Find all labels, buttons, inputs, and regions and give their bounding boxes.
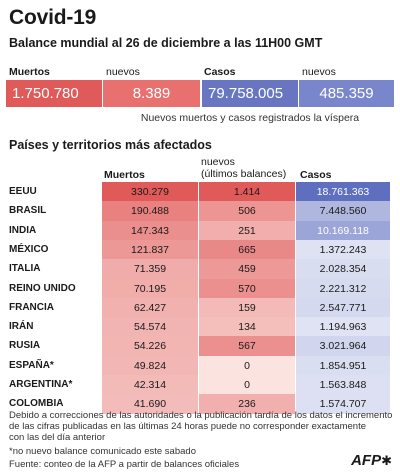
table-row: BRASIL 190.488 506 7.448.560 — [0, 201, 400, 222]
deaths-cell: 190.488 — [102, 201, 198, 222]
cases-cell: 1.563.848 — [296, 375, 390, 395]
country-name: IRÁN — [9, 321, 34, 333]
cases-cell: 2.547.771 — [296, 297, 390, 318]
table-row: FRANCIA 62.427 159 2.547.771 — [0, 297, 400, 318]
country-name: EEUU — [9, 186, 37, 197]
deaths-cell: 41.690 — [102, 394, 198, 415]
footnote-line1: Debido a correcciones de las autoridades… — [9, 410, 393, 421]
afp-logo: AFP✱ — [351, 452, 392, 469]
table-row: IRÁN 54.574 134 1.194.963 — [0, 317, 400, 338]
summary-cases-label: Casos — [204, 66, 236, 78]
country-name: MÉXICO — [9, 243, 49, 255]
cases-cell: 1.854.951 — [296, 355, 390, 376]
cases-cell: 7.448.560 — [296, 201, 390, 222]
country-name: ITALIA — [9, 263, 41, 275]
new-cell: 567 — [199, 336, 295, 357]
country-name: REINO UNIDO — [9, 282, 76, 294]
new-cell: 134 — [199, 317, 295, 338]
new-cell: 665 — [199, 239, 295, 260]
table-row: EEUU 330.279 1.414 18.761.363 — [0, 182, 400, 202]
new-cell: 236 — [199, 394, 295, 415]
cases-cell: 10.169.118 — [296, 220, 390, 241]
cases-cell: 2.221.312 — [296, 278, 390, 299]
table-row: ARGENTINA* 42.314 0 1.563.848 — [0, 375, 400, 395]
deaths-cell: 54.574 — [102, 317, 198, 338]
summary-cases-value: 79.758.005 — [202, 80, 298, 107]
country-name: COLOMBIA — [9, 398, 64, 410]
table-row: ITALIA 71.359 459 2.028.354 — [0, 259, 400, 280]
deaths-cell: 62.427 — [102, 297, 198, 318]
new-cell: 0 — [199, 375, 295, 395]
summary-deaths-new-label: nuevos — [106, 66, 140, 78]
new-cell: 506 — [199, 201, 295, 222]
table-row: MÉXICO 121.837 665 1.372.243 — [0, 239, 400, 260]
cases-cell: 2.028.354 — [296, 259, 390, 280]
col-head-new-line1: nuevos — [201, 156, 235, 168]
summary-deaths-value: 1.750.780 — [6, 80, 102, 107]
table-row: ESPAÑA* 49.824 0 1.854.951 — [0, 355, 400, 376]
deaths-cell: 70.195 — [102, 278, 198, 299]
footnote-line4: *no nuevo balance comunicado este sabado — [9, 446, 196, 457]
country-name: INDIA — [9, 224, 37, 236]
new-cell: 570 — [199, 278, 295, 299]
cases-cell: 3.021.964 — [296, 336, 390, 357]
col-head-cases: Casos — [300, 169, 332, 181]
col-head-deaths: Muertos — [104, 169, 145, 181]
col-head-new-line2: (últimos balances) — [201, 168, 287, 180]
new-cell: 459 — [199, 259, 295, 280]
page-title: Covid-19 — [9, 6, 97, 29]
new-cell: 251 — [199, 220, 295, 241]
afp-logo-text: AFP — [351, 452, 382, 469]
new-cell: 0 — [199, 355, 295, 376]
summary-deaths-new-value: 8.389 — [103, 80, 200, 107]
table-row: INDIA 147.343 251 10.169.118 — [0, 220, 400, 241]
col-head-new: nuevos (últimos balances) — [201, 156, 286, 180]
cases-cell: 1.194.963 — [296, 317, 390, 338]
table-title: Países y territorios más afectados — [9, 138, 212, 152]
summary-note: Nuevos muertos y casos registrados la ví… — [140, 112, 360, 124]
table-row: RUSIA 54.226 567 3.021.964 — [0, 336, 400, 357]
country-name: ARGENTINA* — [9, 379, 73, 390]
deaths-cell: 330.279 — [102, 182, 198, 202]
cases-cell: 1.574.707 — [296, 394, 390, 415]
deaths-cell: 121.837 — [102, 239, 198, 260]
summary-cases-new-label: nuevos — [302, 66, 336, 78]
new-cell: 1.414 — [199, 182, 295, 202]
footnote-line2: de las cifras publicadas en las últimas … — [9, 421, 366, 432]
country-name: RUSIA — [9, 340, 41, 352]
table-row: REINO UNIDO 70.195 570 2.221.312 — [0, 278, 400, 299]
new-cell: 159 — [199, 297, 295, 318]
deaths-cell: 54.226 — [102, 336, 198, 357]
country-name: BRASIL — [9, 205, 47, 217]
deaths-cell: 42.314 — [102, 375, 198, 395]
deaths-cell: 49.824 — [102, 355, 198, 376]
footnote-line3: con las del día anterior — [9, 432, 106, 443]
table-row: COLOMBIA 41.690 236 1.574.707 — [0, 394, 400, 415]
country-name: ESPAÑA* — [9, 359, 54, 371]
page-subtitle: Balance mundial al 26 de diciembre a las… — [9, 36, 323, 50]
afp-star-icon: ✱ — [381, 453, 392, 468]
cases-cell: 1.372.243 — [296, 239, 390, 260]
footnote-source: Fuente: conteo de la AFP a partir de bal… — [9, 459, 240, 470]
country-name: FRANCIA — [9, 301, 54, 313]
deaths-cell: 71.359 — [102, 259, 198, 280]
deaths-cell: 147.343 — [102, 220, 198, 241]
cases-cell: 18.761.363 — [296, 182, 390, 202]
summary-cases-new-value: 485.359 — [299, 80, 394, 107]
summary-deaths-label: Muertos — [9, 66, 50, 78]
